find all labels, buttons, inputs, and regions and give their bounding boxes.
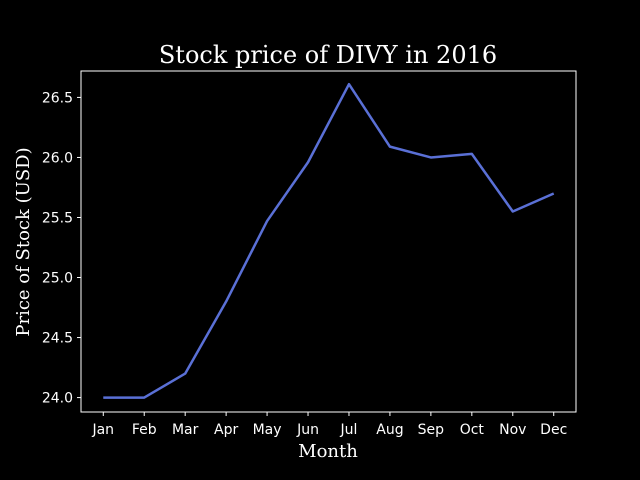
x-tick-label: Sep [418, 422, 445, 438]
y-tick-label: 26.0 [42, 150, 73, 166]
y-tick-label: 25.5 [42, 210, 73, 226]
x-tick-label: Feb [132, 422, 157, 438]
x-tick-label: Oct [460, 422, 485, 438]
x-tick-label: Apr [214, 422, 238, 438]
y-axis-label: Price of Stock (USD) [13, 147, 34, 336]
x-tick-label: Jul [340, 422, 358, 438]
series-layer [103, 82, 555, 399]
x-tick-label: Jun [296, 422, 319, 438]
y-tick-label: 26.5 [42, 90, 73, 106]
x-tick-label: Dec [540, 422, 567, 438]
x-tick-label: Aug [376, 422, 403, 438]
y-axis: 24.0 24.5 25.0 25.5 26.0 26.5 [42, 90, 81, 407]
y-tick-label: 24.5 [42, 331, 73, 347]
y-tick-label: 24.0 [42, 391, 73, 407]
x-axis: Jan Feb Mar Apr May Jun Jul Aug Sep Oct Nov Dec [91, 412, 567, 438]
x-tick-label: Mar [172, 422, 199, 438]
plot-frame [80, 70, 577, 413]
series-line [103, 82, 555, 399]
x-axis-label: Month [298, 441, 358, 462]
chart-title: Stock price of DIVY in 2016 [159, 41, 497, 69]
x-tick-label: Jan [91, 422, 114, 438]
x-tick-label: May [253, 422, 282, 438]
y-tick-label: 25.0 [42, 271, 73, 287]
x-tick-label: Nov [499, 422, 526, 438]
